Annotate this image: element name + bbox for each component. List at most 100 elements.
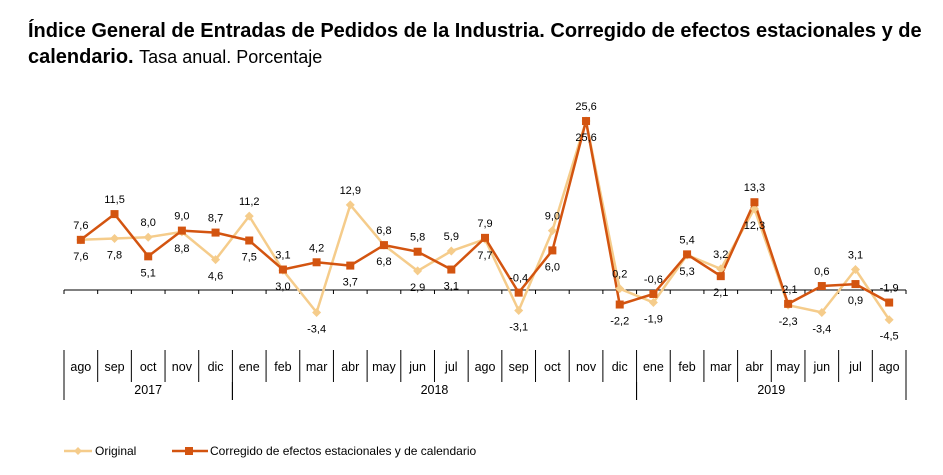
category-axis: ago sep oct nov dic ene feb mar abr may jun jul ago s… <box>63 350 907 400</box>
data-label-corregido: 6,8 <box>376 225 391 237</box>
data-label-original: 11,2 <box>239 196 260 208</box>
point-corregido <box>582 117 591 126</box>
category-label: abr <box>745 360 763 374</box>
year-label: 2017 <box>134 383 162 397</box>
point-corregido <box>312 258 321 267</box>
data-label-corregido: -2,1 <box>779 284 798 296</box>
category-label: ene <box>239 360 260 374</box>
point-original <box>312 307 322 317</box>
category-label: ago <box>70 360 91 374</box>
point-corregido <box>615 300 624 309</box>
data-label-corregido: 25,6 <box>575 101 596 113</box>
point-original <box>446 246 456 256</box>
point-original <box>817 307 827 317</box>
category-label: jul <box>848 360 862 374</box>
chart-title: Índice General de Entradas de Pedidos de… <box>28 18 928 70</box>
data-label-corregido: 0,9 <box>848 295 863 307</box>
point-corregido <box>278 265 287 274</box>
data-label-corregido: 7,6 <box>73 220 88 232</box>
point-corregido <box>885 298 894 307</box>
point-original <box>143 232 153 242</box>
point-corregido <box>481 233 489 242</box>
data-label-original: 3,0 <box>275 281 290 293</box>
point-corregido <box>817 282 826 291</box>
category-label: feb <box>274 360 291 374</box>
data-label-original: 5,9 <box>444 231 459 243</box>
category-label: oct <box>140 360 157 374</box>
data-label-original: 6,8 <box>376 256 391 268</box>
year-label: 2019 <box>757 383 785 397</box>
point-corregido <box>447 265 456 274</box>
data-label-corregido: 5,4 <box>679 234 694 246</box>
point-corregido <box>514 288 523 297</box>
point-corregido <box>716 272 725 281</box>
category-label: oct <box>544 360 561 374</box>
point-corregido <box>683 250 692 259</box>
legend-marker-corregido <box>185 447 193 455</box>
chart-subtitle: Tasa anual. Porcentaje <box>139 47 323 67</box>
point-corregido <box>346 261 355 270</box>
point-corregido <box>379 241 388 250</box>
data-label-original: 9,0 <box>545 211 560 223</box>
data-label-corregido: 6,0 <box>545 261 560 273</box>
category-label: dic <box>612 360 628 374</box>
category-label: jun <box>408 360 426 374</box>
data-label-corregido: 13,3 <box>744 182 765 194</box>
category-label: nov <box>576 360 597 374</box>
point-corregido <box>76 235 85 244</box>
data-label-original: 2,9 <box>410 282 425 294</box>
category-label: ago <box>879 360 900 374</box>
point-corregido <box>750 198 759 207</box>
data-label-original: 25,6 <box>575 132 596 144</box>
category-label: sep <box>104 360 124 374</box>
category-label: may <box>372 360 396 374</box>
data-label-corregido: -0,6 <box>644 274 663 286</box>
point-corregido <box>110 210 119 219</box>
point-corregido <box>245 236 254 245</box>
data-label-corregido: 2,1 <box>713 287 728 299</box>
series-line-corregido <box>80 119 890 306</box>
point-original <box>413 266 423 276</box>
legend: Original Corregido de efectos estacionale… <box>64 444 476 458</box>
chart-title-bold: Índice General de Entradas de Pedidos de… <box>28 20 922 68</box>
data-label-corregido: 3,1 <box>444 281 459 293</box>
data-label-original: 3,1 <box>848 250 863 262</box>
data-label-original: 0,2 <box>612 269 627 281</box>
data-label-original: 8,0 <box>141 217 156 229</box>
point-corregido <box>177 226 186 235</box>
data-label-original: 7,6 <box>73 251 88 263</box>
series-markers <box>76 116 894 325</box>
point-original <box>615 284 625 294</box>
point-original <box>514 305 524 315</box>
point-original <box>648 298 658 308</box>
data-label-original: -2,3 <box>779 316 798 328</box>
point-corregido <box>649 289 658 298</box>
data-label-corregido: -0,4 <box>509 273 528 285</box>
point-original <box>749 204 759 214</box>
category-label: ago <box>475 360 496 374</box>
data-label-original: -3,4 <box>307 323 326 335</box>
data-label-original: 12,3 <box>744 220 765 232</box>
point-original <box>345 200 355 210</box>
data-label-original: -3,1 <box>509 321 528 333</box>
point-original <box>244 211 254 221</box>
data-label-original: -3,4 <box>812 323 831 335</box>
category-label: ene <box>643 360 664 374</box>
point-original <box>211 255 221 265</box>
data-label-original: 8,8 <box>174 243 189 255</box>
point-corregido <box>413 247 422 256</box>
data-label-corregido: 8,7 <box>208 213 223 225</box>
data-label-corregido: -1,9 <box>880 283 899 295</box>
year-label: 2018 <box>421 383 449 397</box>
data-label-original: 5,3 <box>679 266 694 278</box>
category-label: nov <box>172 360 193 374</box>
data-label-original: 7,7 <box>477 250 492 262</box>
data-label-original: 7,8 <box>107 250 122 262</box>
point-corregido <box>784 299 793 308</box>
category-label: feb <box>678 360 695 374</box>
data-label-corregido: 5,8 <box>410 232 425 244</box>
category-label: may <box>776 360 800 374</box>
data-label-corregido: 4,2 <box>309 242 324 254</box>
data-label-corregido: 11,5 <box>104 194 125 206</box>
